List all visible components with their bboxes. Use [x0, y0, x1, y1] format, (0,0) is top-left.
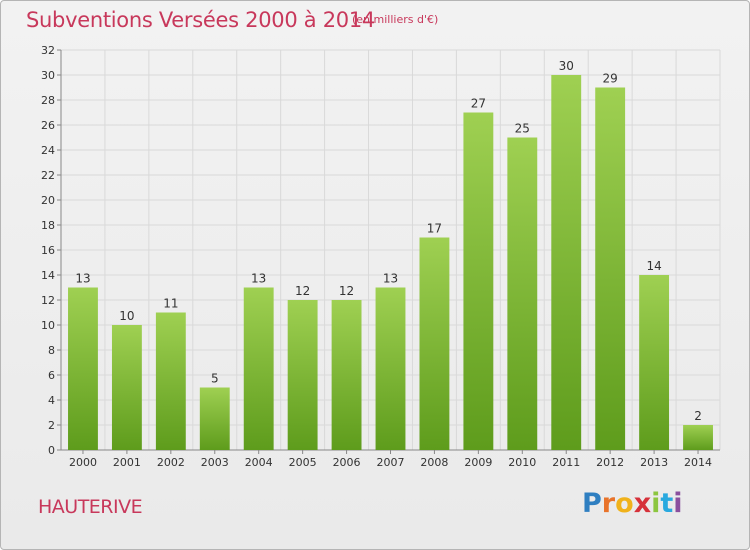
x-tick-label-2013: 2013	[640, 456, 668, 469]
x-tick-label-2004: 2004	[245, 456, 273, 469]
bar-2006	[331, 300, 362, 450]
bar-2004	[243, 287, 274, 450]
y-tick-label: 0	[48, 444, 55, 457]
y-tick-label: 26	[41, 119, 55, 132]
bar-2009	[463, 112, 494, 450]
value-label-2014: 2	[694, 409, 702, 423]
bar-2014	[683, 425, 713, 450]
logo-letter: o	[615, 488, 634, 519]
x-tick-label-2001: 2001	[113, 456, 141, 469]
value-label-2002: 11	[163, 297, 178, 311]
x-tick-label-2012: 2012	[596, 456, 624, 469]
y-tick-label: 12	[41, 294, 55, 307]
x-tick-label-2010: 2010	[508, 456, 536, 469]
bar-2001	[111, 325, 142, 450]
bars	[68, 75, 713, 450]
y-tick-label: 20	[41, 194, 55, 207]
y-tick-label: 16	[41, 244, 55, 257]
bar-2012	[595, 87, 626, 450]
x-tick-label-2009: 2009	[464, 456, 492, 469]
value-label-2012: 29	[603, 72, 618, 86]
bar-2010	[507, 137, 538, 450]
y-tick-label: 2	[48, 419, 55, 432]
value-label-2000: 13	[75, 272, 90, 286]
bar-2003	[199, 387, 230, 450]
y-tick-label: 30	[41, 69, 55, 82]
bar-2008	[419, 237, 450, 450]
logo-letter: P	[582, 488, 602, 519]
y-tick-label: 28	[41, 94, 55, 107]
bar-2002	[155, 312, 186, 450]
x-tick-label-2008: 2008	[420, 456, 448, 469]
value-label-2013: 14	[646, 259, 661, 273]
chart-subtitle: (en milliers d'€)	[352, 13, 439, 26]
value-label-2007: 13	[383, 272, 398, 286]
logo-letter: x	[633, 488, 652, 519]
bar-2000	[68, 287, 98, 450]
y-tick-label: 14	[41, 269, 55, 282]
logo-letter: r	[601, 488, 616, 519]
bar-2013	[639, 275, 670, 450]
value-label-2004: 13	[251, 272, 266, 286]
x-tick-label-2003: 2003	[201, 456, 229, 469]
bar-2011	[551, 75, 582, 450]
x-tick-label-2006: 2006	[333, 456, 361, 469]
x-tick-label-2007: 2007	[377, 456, 405, 469]
value-label-2008: 17	[427, 222, 442, 236]
y-tick-label: 6	[48, 369, 55, 382]
y-tick-label: 22	[41, 169, 55, 182]
y-tick-label: 32	[41, 44, 55, 57]
y-tick-label: 18	[41, 219, 55, 232]
y-tick-label: 24	[41, 144, 55, 157]
value-label-2010: 25	[515, 122, 530, 136]
x-tick-label-2011: 2011	[552, 456, 580, 469]
logo-letter: i	[651, 488, 661, 519]
y-tick-label: 10	[41, 319, 55, 332]
logo-letter: t	[660, 488, 674, 519]
bar-2005	[287, 300, 318, 450]
y-tick-label: 8	[48, 344, 55, 357]
x-tick-label-2014: 2014	[684, 456, 712, 469]
value-label-2009: 27	[471, 97, 486, 111]
labels: 0246810121416182022242628303213200010200…	[41, 44, 712, 469]
chart-title: Subventions Versées 2000 à 2014	[26, 8, 375, 32]
y-tick-label: 4	[48, 394, 55, 407]
proxiti-logo: Proxiti	[582, 488, 683, 519]
place-name: HAUTERIVE	[38, 496, 143, 518]
value-label-2006: 12	[339, 284, 354, 298]
x-tick-label-2005: 2005	[289, 456, 317, 469]
value-label-2005: 12	[295, 284, 310, 298]
x-tick-label-2002: 2002	[157, 456, 185, 469]
value-label-2001: 10	[119, 309, 134, 323]
bar-2007	[375, 287, 406, 450]
logo-letter: i	[673, 488, 683, 519]
x-tick-label-2000: 2000	[69, 456, 97, 469]
value-label-2003: 5	[211, 372, 219, 386]
value-label-2011: 30	[559, 59, 574, 73]
